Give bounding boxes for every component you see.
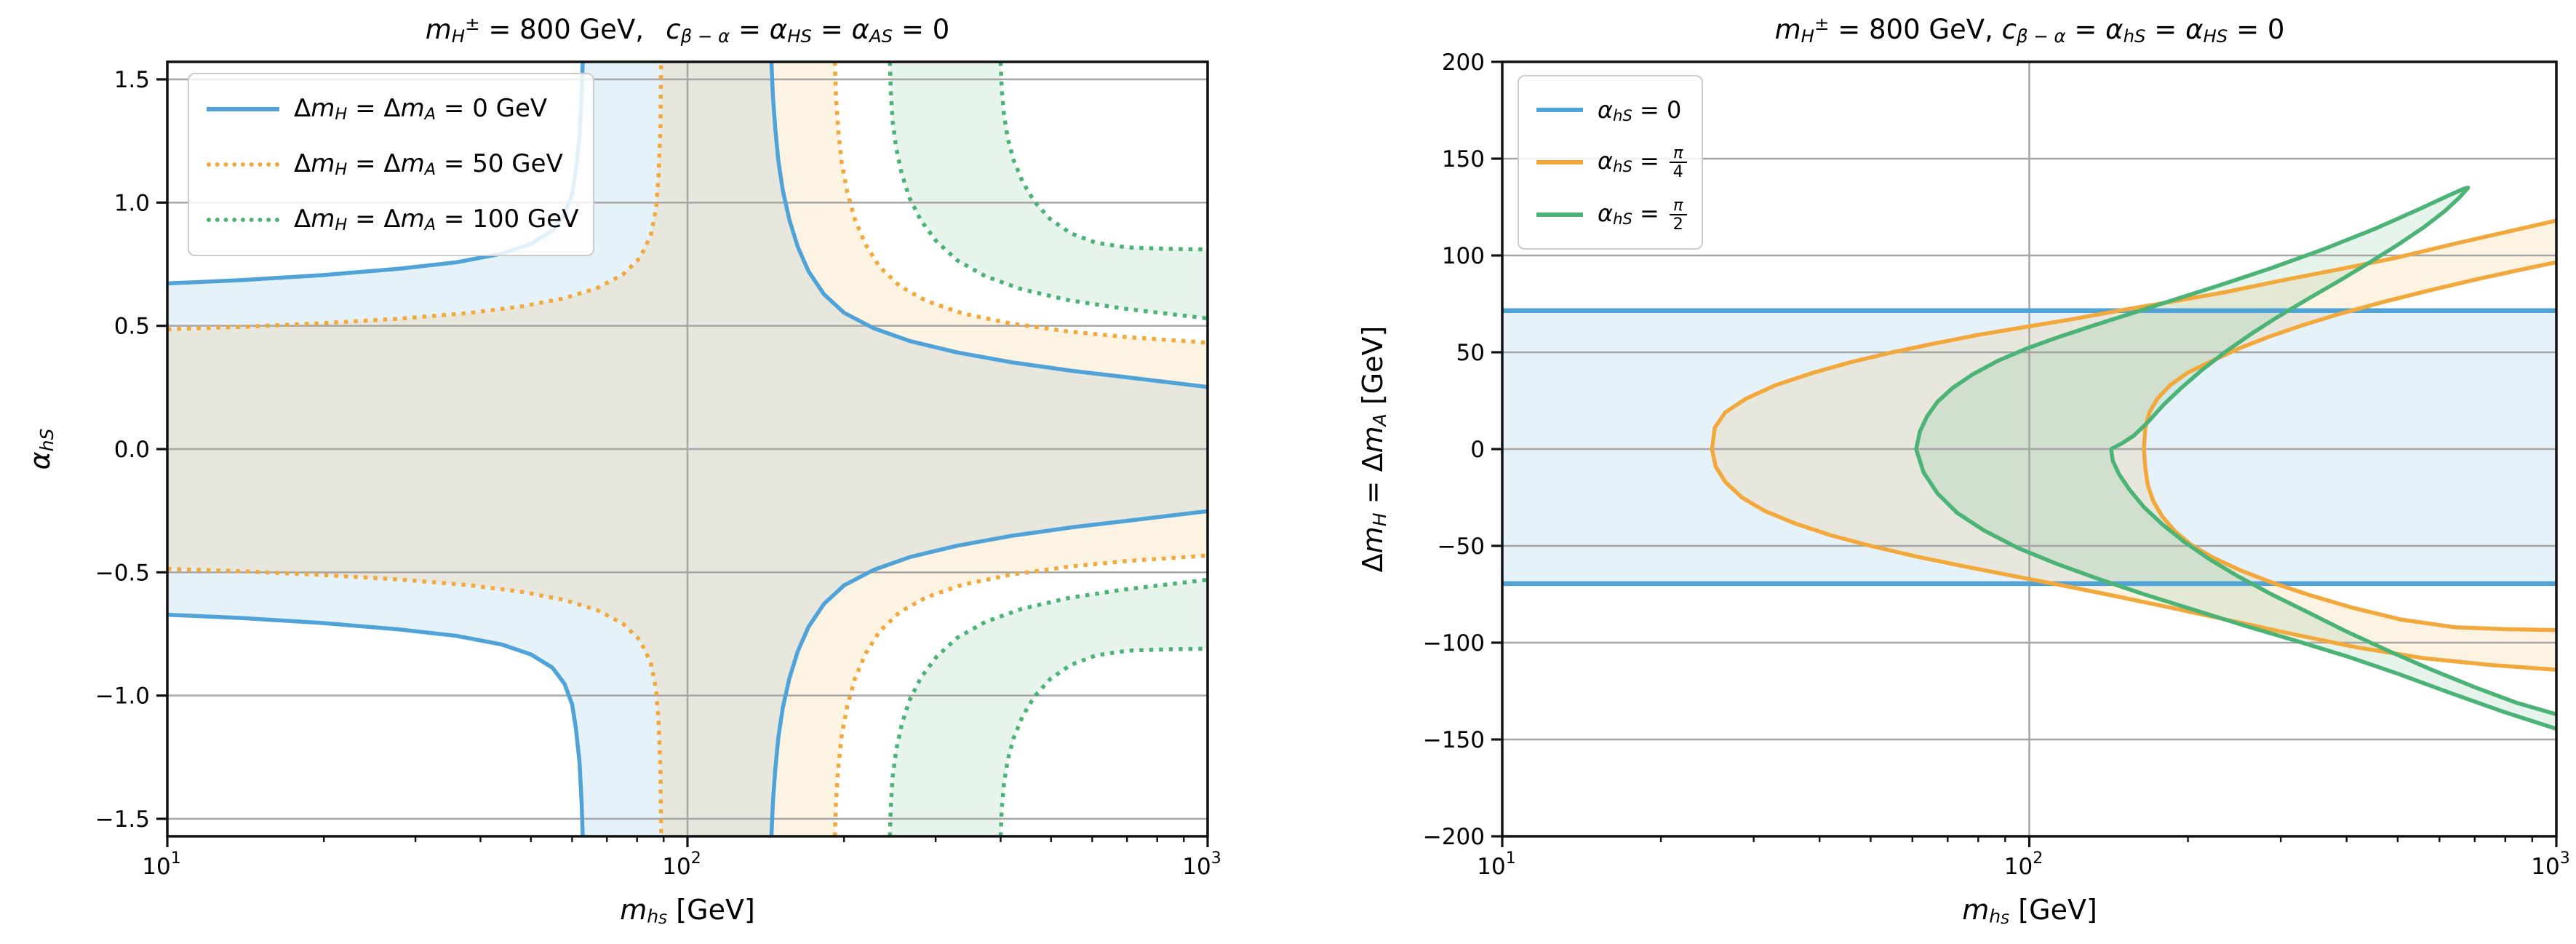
legend-item-1: ΔmH = ΔmA = 50 GeV: [207, 137, 578, 192]
right-y-axis-label: ΔmH = ΔmA [GeV]: [1357, 325, 1390, 573]
contour-dm50-upper-left: [167, 61, 663, 332]
x-tick-label: 102: [662, 849, 701, 880]
x-tick-label: 101: [142, 849, 180, 880]
contour-alpha-pi2: [1914, 186, 2557, 731]
x-tick-label: 103: [2531, 849, 2569, 880]
left-plot-title: mH± = 800 GeV, cβ − α = αHS = αAS = 0: [425, 13, 950, 47]
left-x-axis-label: mhS [GeV]: [620, 894, 755, 928]
y-tick-label: 200: [1442, 49, 1485, 76]
contour-dm50-lower-left: [167, 566, 663, 837]
contour-dm0-lower-left: [167, 612, 585, 837]
contour-dm0-upper-right: [769, 61, 1208, 389]
y-tick-label: 0: [1470, 437, 1485, 463]
left-y-axis-label: αhS: [24, 428, 57, 470]
contour-dm50-upper-right: [832, 61, 1208, 345]
y-tick-label: −1.0: [95, 683, 150, 710]
y-tick-label: 100: [1442, 243, 1485, 269]
fill-allowed-band-dm100-lower: [890, 579, 1208, 836]
y-tick-label: 50: [1456, 340, 1485, 366]
right-plot-title: mH± = 800 GeV, cβ − α = αhS = αHS = 0: [1774, 13, 2285, 47]
x-tick-label: 102: [2004, 849, 2043, 880]
y-tick-label: 1.0: [114, 190, 150, 216]
y-tick-label: −1.5: [95, 806, 150, 833]
legend-line-sample: [1536, 108, 1583, 112]
legend-line-sample: [1536, 213, 1583, 217]
legend-item-2: ΔmH = ΔmA = 100 GeV: [207, 192, 578, 247]
y-tick-label: −150: [1423, 727, 1485, 753]
y-tick-label: −200: [1423, 824, 1485, 850]
contour-dm0-lower-right: [769, 509, 1208, 837]
legend-line-sample: [207, 107, 279, 111]
contour-alpha-pi4-outer: [1710, 218, 2557, 672]
right-plot-area: 101 102 103 200 150 100 50 0 −50 −100 −150 −200: [1423, 49, 2570, 880]
y-tick-label: 0.5: [114, 314, 150, 340]
legend-line-sample: [1536, 160, 1583, 164]
right-x-axis-label: mhS [GeV]: [1962, 894, 2097, 928]
legend-item-label: ΔmH = ΔmA = 0 GeV: [294, 94, 548, 124]
legend-line-sample: [207, 162, 279, 167]
legend-item-0: αhS = 0: [1536, 84, 1687, 136]
left-plot-legend: ΔmH = ΔmA = 0 GeV ΔmH = ΔmA = 50 GeV ΔmH =…: [188, 73, 595, 256]
y-tick-label: −100: [1423, 630, 1485, 657]
contour-dm50-lower-right: [832, 553, 1208, 837]
fill-allowed-band-dm100-upper: [890, 62, 1208, 319]
legend-line-sample: [207, 218, 279, 222]
contour-alpha-pi4-inner: [2142, 260, 2557, 632]
y-tick-label: −0.5: [95, 560, 150, 586]
y-tick-label: −50: [1437, 534, 1485, 560]
legend-item-label: ΔmH = ΔmA = 50 GeV: [294, 149, 563, 180]
x-tick-label: 103: [1182, 849, 1221, 880]
legend-item-0: ΔmH = ΔmA = 0 GeV: [207, 82, 578, 137]
legend-item-label: ΔmH = ΔmA = 100 GeV: [294, 205, 579, 235]
y-tick-label: 150: [1442, 146, 1485, 172]
x-tick-label: 101: [1477, 849, 1515, 880]
y-tick-label: 0.0: [114, 437, 150, 463]
y-tick-label: 1.5: [114, 67, 150, 93]
legend-item-label: αhS = 0: [1598, 95, 1682, 124]
